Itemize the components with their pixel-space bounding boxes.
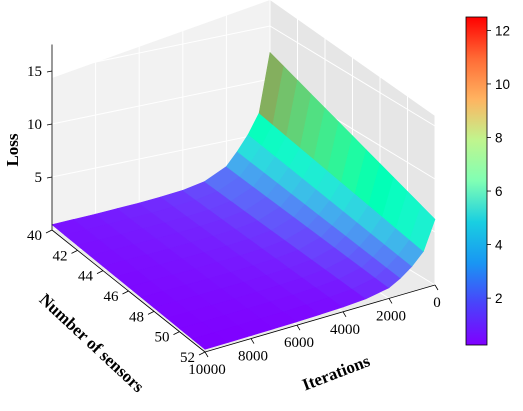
colorbar-ticks: 2 4 6 8 10 12 — [487, 23, 510, 306]
y-tick — [96, 270, 104, 275]
y-tick-label: 42 — [53, 248, 68, 264]
y-tick-label: 52 — [180, 350, 195, 366]
colorbar-tick-label: 2 — [495, 291, 503, 306]
colorbar-tick-label: 6 — [495, 184, 503, 199]
x-tick — [204, 351, 209, 358]
z-tick — [46, 70, 53, 73]
y-tick-label: 44 — [78, 269, 94, 285]
z-tick-label: 15 — [27, 64, 42, 80]
z-tick — [46, 123, 53, 126]
axes: 5 10 15 40 42 44 46 48 50 52 0 2000 4000 6000 8000 1000… — [27, 44, 441, 378]
y-tick-label: 50 — [155, 330, 170, 346]
x-tick-label: 4000 — [330, 322, 360, 338]
colorbar-tick-label: 8 — [495, 130, 503, 145]
x-tick-label: 10000 — [188, 362, 226, 378]
x-tick — [434, 284, 439, 291]
y-tick — [198, 351, 206, 356]
x-tick — [250, 338, 255, 344]
x-tick-label: 8000 — [238, 349, 268, 365]
z-axis-label: Loss — [3, 133, 22, 166]
x-axis-line — [204, 284, 436, 353]
loss-surface — [51, 51, 436, 350]
y-tick-label: 40 — [27, 228, 42, 244]
y-tick — [173, 331, 180, 336]
x-tick-label: 2000 — [376, 308, 406, 324]
z-tick-label: 10 — [27, 117, 42, 133]
colorbar-tick-label: 4 — [495, 238, 503, 253]
y-axis-label: Number of sensors — [36, 290, 148, 397]
y-tick — [71, 249, 78, 254]
left-back-pane — [52, 0, 270, 230]
y-tick-label: 48 — [129, 309, 144, 325]
x-tick — [388, 298, 393, 304]
x-tick — [342, 311, 347, 318]
surface-patch — [409, 204, 436, 252]
x-axis-label: Iterations — [300, 351, 373, 394]
x-tick-label: 0 — [433, 295, 441, 311]
y-tick-label: 46 — [104, 289, 120, 305]
x-tick-label: 6000 — [284, 335, 314, 351]
z-tick — [46, 176, 53, 179]
y-tick — [147, 310, 155, 315]
colorbar-tick-label: 12 — [495, 23, 510, 38]
y-tick — [45, 229, 53, 234]
colorbar-tick-label: 10 — [495, 77, 510, 92]
y-tick — [122, 290, 129, 295]
z-tick-label: 5 — [35, 170, 43, 186]
x-tick — [296, 324, 301, 331]
colorbar — [465, 16, 488, 346]
